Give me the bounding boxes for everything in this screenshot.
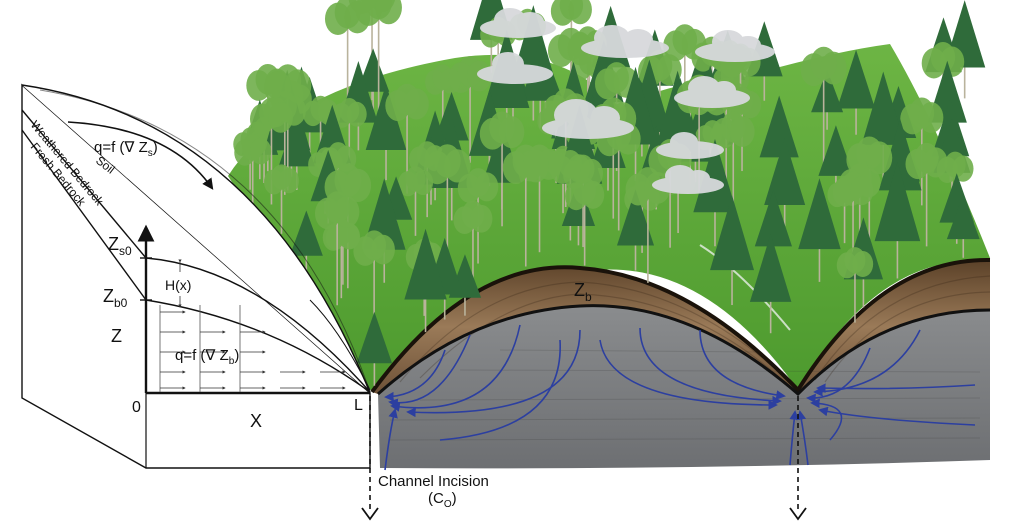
cloud-icon [695,30,775,62]
conifer-tree-icon [946,194,980,258]
deciduous-tree-icon [353,230,395,331]
arrow-down-icon [789,396,807,521]
conifer-tree-icon [749,233,792,334]
deciduous-tree-icon [234,134,272,213]
deciduous-tree-icon [314,191,360,306]
deciduous-tree-icon [905,142,948,247]
x-axis-label: X [250,411,262,431]
deciduous-tree-icon [836,247,874,323]
zs0-label: Zs0 [108,234,132,258]
deciduous-tree-icon [832,171,874,268]
conifer-tree-icon [693,138,737,247]
deciduous-tree-icon [900,97,944,206]
conifer-tree-icon [616,189,655,271]
channel-incision-label: Channel Incision [378,473,489,490]
conifer-tree-icon [811,69,844,130]
cloud-icon [477,52,553,84]
zb0-label: Zb0 [103,286,128,310]
soil-surface-curve [145,257,371,393]
landscape-block [228,44,991,469]
deciduous-tree-icon [502,144,549,267]
cloud-icon [581,25,669,58]
deciduous-tree-icon [263,164,300,234]
h-label: H(x) [165,277,191,293]
deciduous-tree-icon [711,111,755,218]
deciduous-tree-icon [565,176,605,266]
bedrock-flux-arrows [159,305,346,392]
clouds [477,8,775,194]
deciduous-tree-icon [385,83,429,194]
cloud-icon [480,8,556,38]
cloud-icon [674,76,750,108]
origin-label: 0 [132,399,141,416]
z-axis-label: Z [111,326,122,346]
bedrock-layer [378,305,990,469]
cloud-icon [542,99,634,139]
conifer-tree-icon [404,228,447,333]
l-label: L [354,397,363,414]
grass-surface [228,44,990,392]
arrow-down-icon [361,396,379,521]
conifer-tree-icon [764,137,806,236]
conifer-tree-icon [356,311,393,386]
conifer-tree-icon [710,195,755,306]
channel-incision-symbol: (CO) [428,490,457,510]
conifer-tree-icon [798,178,841,282]
deciduous-tree-icon [800,46,847,169]
deciduous-tree-icon [921,41,965,148]
groundwater-flow-arrows [384,324,976,471]
zb-label: Zb [574,280,592,304]
conifer-tree-icon [356,48,390,110]
cloud-icon [656,132,724,159]
bedrock-flux-label: q=f (∇ Zb) [175,347,239,367]
deciduous-tree-icon [479,111,525,227]
deciduous-tree-icon [424,144,471,269]
cloud-icon [652,165,724,194]
deciduous-tree-icon [663,24,707,133]
conifer-tree-icon [837,49,876,135]
surface-flux-label: q=f (∇ Zs) [94,139,158,159]
conifer-tree-icon [874,161,921,279]
deciduous-tree-icon [249,97,293,205]
conifer-tree-icon [289,210,323,275]
cross-section-panel [21,83,371,469]
